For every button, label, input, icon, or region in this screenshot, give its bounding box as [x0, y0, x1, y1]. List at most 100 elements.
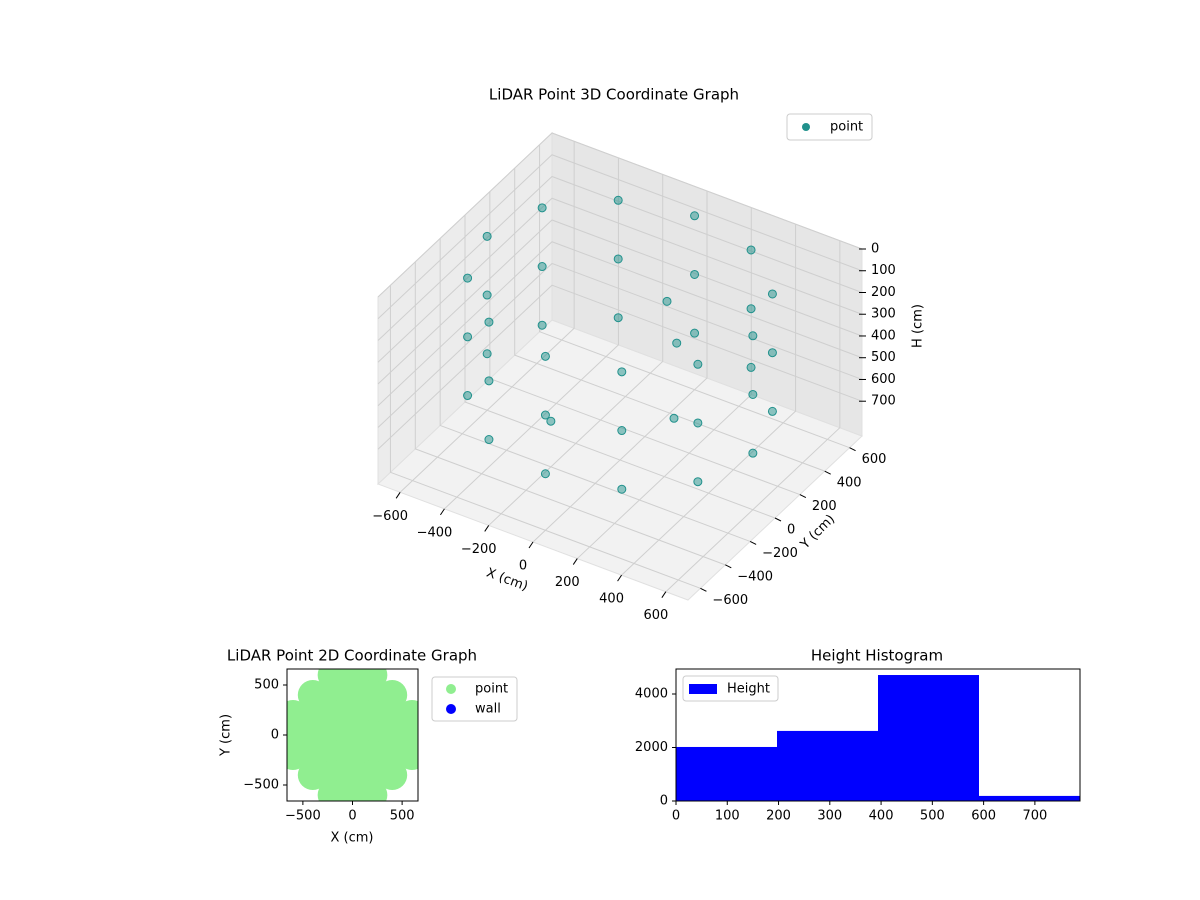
grid-line [377, 262, 863, 428]
axes-frame [675, 668, 1081, 802]
point [546, 416, 556, 426]
point [482, 231, 492, 241]
y-tick [799, 494, 807, 499]
point [748, 389, 758, 399]
grid-line [377, 154, 863, 320]
x-tick-label: 600 [643, 608, 668, 623]
legend-marker [802, 123, 810, 131]
point [693, 418, 703, 428]
x-tick-label: 100 [715, 809, 740, 824]
point [613, 254, 623, 264]
point [484, 376, 494, 386]
y-tick [774, 517, 782, 522]
z-tick-label: 200 [871, 285, 896, 300]
y-tick [700, 587, 707, 592]
point [484, 435, 494, 445]
bar [979, 795, 1080, 801]
x-tick [617, 574, 622, 582]
point [690, 211, 700, 221]
point [482, 290, 492, 300]
y-tick-label: 0 [787, 523, 795, 538]
y-tick-label: −500 [243, 778, 279, 793]
y-tick-label: 2000 [635, 740, 668, 755]
point [613, 313, 623, 323]
point [767, 406, 777, 416]
y-tick [725, 564, 732, 569]
x-tick-label: 0 [672, 809, 680, 824]
z-tick-label: 300 [871, 307, 896, 322]
grid-line [514, 168, 825, 472]
point [540, 351, 550, 361]
point [537, 203, 547, 213]
x-tick [661, 591, 667, 598]
z-tick-label: 600 [871, 372, 896, 387]
legend-label: point [475, 682, 508, 697]
grid-line [377, 197, 863, 363]
y-tick-label: 0 [660, 794, 668, 809]
legend-marker [446, 684, 456, 694]
point [613, 195, 623, 205]
y-tick-label: −200 [762, 546, 798, 561]
point [746, 362, 756, 372]
x-tick [395, 492, 401, 499]
z-axis-label: H (cm) [911, 304, 926, 348]
legend-label: wall [475, 702, 501, 717]
grid-line [532, 191, 708, 543]
point [617, 426, 627, 436]
point [690, 328, 700, 338]
bar [878, 675, 979, 801]
y-tick-label: −400 [737, 569, 773, 584]
point [540, 410, 550, 420]
y-tick-label: 200 [812, 499, 837, 514]
grid-line [399, 141, 575, 493]
y-tick-label: 600 [862, 452, 887, 467]
point [746, 304, 756, 314]
bar [676, 746, 777, 801]
point [540, 469, 550, 479]
point [537, 262, 547, 272]
grid-line [377, 175, 863, 341]
x-axis-label: X (cm) [331, 831, 374, 846]
legend-label: point [830, 120, 863, 135]
y-tick-label: 0 [271, 728, 279, 743]
point [748, 448, 758, 458]
x-tick-label: 500 [390, 809, 415, 824]
x-tick [528, 541, 534, 549]
x-tick [572, 558, 578, 565]
point [672, 338, 682, 348]
chart-title: Height Histogram [811, 647, 943, 665]
x-tick-label: −600 [372, 509, 408, 524]
z-tick-label: 400 [871, 328, 896, 343]
grid-line [414, 261, 726, 566]
point [690, 269, 700, 279]
x-tick-label: 200 [555, 575, 580, 590]
legend-marker [446, 704, 456, 714]
point [377, 760, 408, 790]
x-tick-label: 300 [817, 809, 842, 824]
point [767, 289, 777, 299]
point [357, 780, 388, 801]
y-tick-label: 4000 [635, 687, 668, 702]
x-tick-label: 0 [348, 809, 356, 824]
point [482, 349, 492, 359]
legend-patch [689, 684, 717, 694]
point [617, 367, 627, 377]
bar [777, 730, 878, 801]
y-axis-label: Y (cm) [219, 714, 234, 757]
point [746, 245, 756, 255]
x-tick-label: 400 [869, 809, 894, 824]
point [397, 740, 418, 770]
x-tick-label: 700 [1022, 809, 1047, 824]
x-tick [484, 525, 490, 532]
point [767, 348, 777, 358]
x-tick-label: 200 [766, 809, 791, 824]
x-tick-label: 500 [920, 809, 945, 824]
x-tick [440, 508, 445, 516]
point [669, 413, 679, 423]
z-tick-label: 100 [871, 263, 896, 278]
legend-box [786, 113, 873, 141]
grid-line [665, 240, 841, 593]
y-tick [849, 447, 856, 452]
grid-line [444, 157, 619, 510]
